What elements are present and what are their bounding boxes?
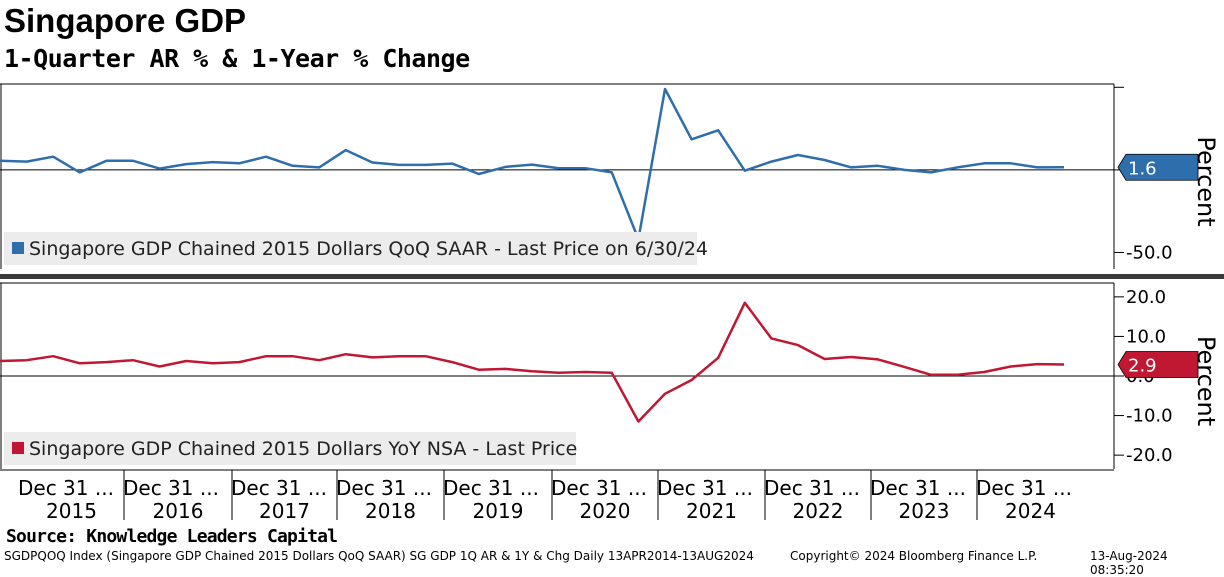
legend-swatch — [12, 242, 24, 254]
last-value-flag — [1117, 351, 1199, 378]
bottom-panel: -20.0-10.00.010.020.02.9PercentSingapore… — [0, 282, 1220, 469]
y-tick-label: -20.0 — [1126, 445, 1173, 466]
series-line — [0, 301, 1065, 423]
x-year-label: 2021 — [686, 499, 737, 523]
timestamp: 13-Aug-2024 08:35:20 — [1090, 549, 1168, 577]
y-axis-title: Percent — [1192, 336, 1220, 426]
x-month-label: Dec 31 ... — [231, 476, 327, 500]
x-month-label: Dec 31 ... — [551, 476, 647, 500]
y-tick-label: -50.0 — [1126, 242, 1173, 263]
x-year-label: 2020 — [580, 499, 631, 523]
last-value-label: 1.6 — [1128, 158, 1157, 179]
top-panel: -50.0 1.6 Percent Singapore GDP Chained 201… — [0, 83, 1220, 269]
x-year-label: 2023 — [899, 499, 950, 523]
last-value-label: 2.9 — [1128, 356, 1157, 377]
chart-title: Singapore GDP — [4, 2, 247, 39]
panel-divider — [0, 274, 1224, 279]
x-month-label: Dec 31 ... — [123, 476, 219, 500]
x-month-label: Dec 31 ... — [657, 476, 753, 500]
x-year-label: 2017 — [259, 499, 310, 523]
x-month-label: Dec 31 ... — [18, 476, 114, 500]
x-month-label: Dec 31 ... — [443, 476, 539, 500]
x-year-label: 2024 — [1005, 499, 1056, 523]
x-month-label: Dec 31 ... — [976, 476, 1072, 500]
y-tick-label: 20.0 — [1126, 287, 1166, 308]
x-year-label: 2016 — [153, 499, 204, 523]
x-year-label: 2022 — [793, 499, 844, 523]
copyright: Copyright© 2024 Bloomberg Finance L.P. — [790, 549, 1038, 563]
x-month-label: Dec 31 ... — [870, 476, 966, 500]
y-axis-title: Percent — [1192, 136, 1220, 226]
x-month-label: Dec 31 ... — [764, 476, 860, 500]
ticker-info: SGDPQOQ Index (Singapore GDP Chained 201… — [4, 549, 754, 563]
last-value-flag — [1117, 153, 1199, 181]
source-note: Source: Knowledge Leaders Capital — [6, 526, 338, 547]
series-line — [0, 87, 1065, 241]
legend-swatch — [12, 442, 24, 454]
x-year-label: 2018 — [365, 499, 416, 523]
chart-subtitle: 1-Quarter AR % & 1-Year % Change — [4, 44, 470, 73]
x-year-label: 2019 — [473, 499, 524, 523]
legend-box — [4, 232, 697, 265]
legend-box — [4, 432, 576, 465]
y-tick-label: 10.0 — [1126, 326, 1166, 347]
legend-label: Singapore GDP Chained 2015 Dollars YoY N… — [29, 438, 577, 460]
x-year-label: 2015 — [46, 499, 97, 523]
y-tick-label: -10.0 — [1126, 406, 1173, 427]
x-month-label: Dec 31 ... — [336, 476, 432, 500]
legend-label: Singapore GDP Chained 2015 Dollars QoQ S… — [29, 238, 708, 260]
